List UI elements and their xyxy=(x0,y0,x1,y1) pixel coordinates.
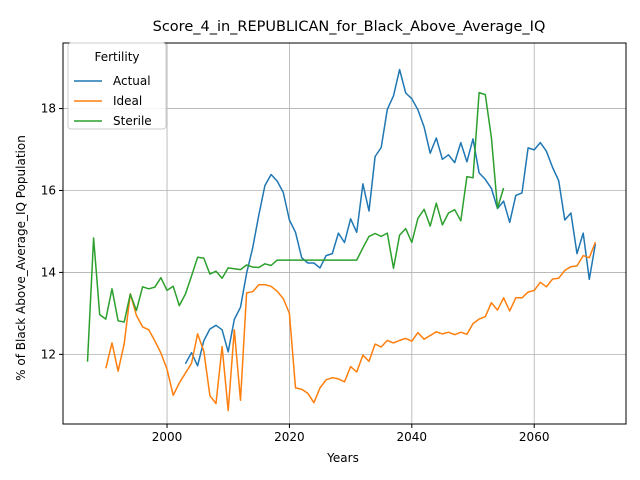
series-line-sterile xyxy=(86,91,505,362)
series-line-ideal xyxy=(105,241,597,412)
y-axis-label: % of Black Above_Average_IQ Population xyxy=(14,135,28,381)
legend-label-actual: Actual xyxy=(113,74,151,88)
legend-label-ideal: Ideal xyxy=(113,94,142,108)
chart-title: Score_4_in_REPUBLICAN_for_Black_Above_Av… xyxy=(153,19,546,35)
y-tick-label: 12 xyxy=(41,347,56,361)
x-tick-label: 2060 xyxy=(519,430,550,444)
legend-title: Fertility xyxy=(94,50,139,64)
legend: Fertility Actual Ideal Sterile xyxy=(67,42,167,130)
y-tick-label: 16 xyxy=(41,183,56,197)
plot-frame xyxy=(62,42,627,425)
x-tick-label: 2000 xyxy=(152,430,183,444)
y-tick-label: 14 xyxy=(41,265,56,279)
legend-box xyxy=(67,42,167,130)
y-tick-label: 18 xyxy=(41,102,56,116)
x-tick-label: 2040 xyxy=(397,430,428,444)
legend-label-sterile: Sterile xyxy=(113,114,152,128)
x-axis-label: Years xyxy=(326,451,359,465)
series-line-actual xyxy=(184,68,597,367)
x-axis-ticks: 2000 2020 2040 2060 xyxy=(152,424,550,444)
series-lines xyxy=(86,68,597,412)
y-axis-ticks: 12 14 16 18 xyxy=(41,102,63,361)
x-tick-label: 2020 xyxy=(274,430,305,444)
